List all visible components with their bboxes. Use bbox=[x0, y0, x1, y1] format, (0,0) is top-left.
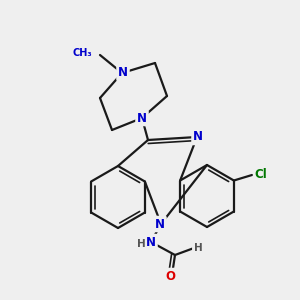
Text: N: N bbox=[155, 218, 165, 230]
Text: CH₃: CH₃ bbox=[72, 48, 92, 58]
Text: O: O bbox=[165, 269, 175, 283]
Text: Cl: Cl bbox=[255, 169, 267, 182]
Text: N: N bbox=[193, 130, 203, 143]
Text: H: H bbox=[194, 243, 202, 253]
Text: N: N bbox=[137, 112, 147, 124]
Text: O: O bbox=[165, 269, 175, 283]
Text: N: N bbox=[118, 67, 128, 80]
Text: N: N bbox=[146, 236, 156, 248]
Text: Cl: Cl bbox=[255, 169, 267, 182]
Text: N: N bbox=[118, 67, 128, 80]
Text: H: H bbox=[194, 243, 202, 253]
Text: H: H bbox=[136, 239, 146, 249]
Text: N: N bbox=[155, 218, 165, 230]
Text: N: N bbox=[193, 130, 203, 143]
Text: H: H bbox=[136, 239, 146, 249]
Text: N: N bbox=[137, 112, 147, 124]
Text: N: N bbox=[146, 236, 156, 248]
